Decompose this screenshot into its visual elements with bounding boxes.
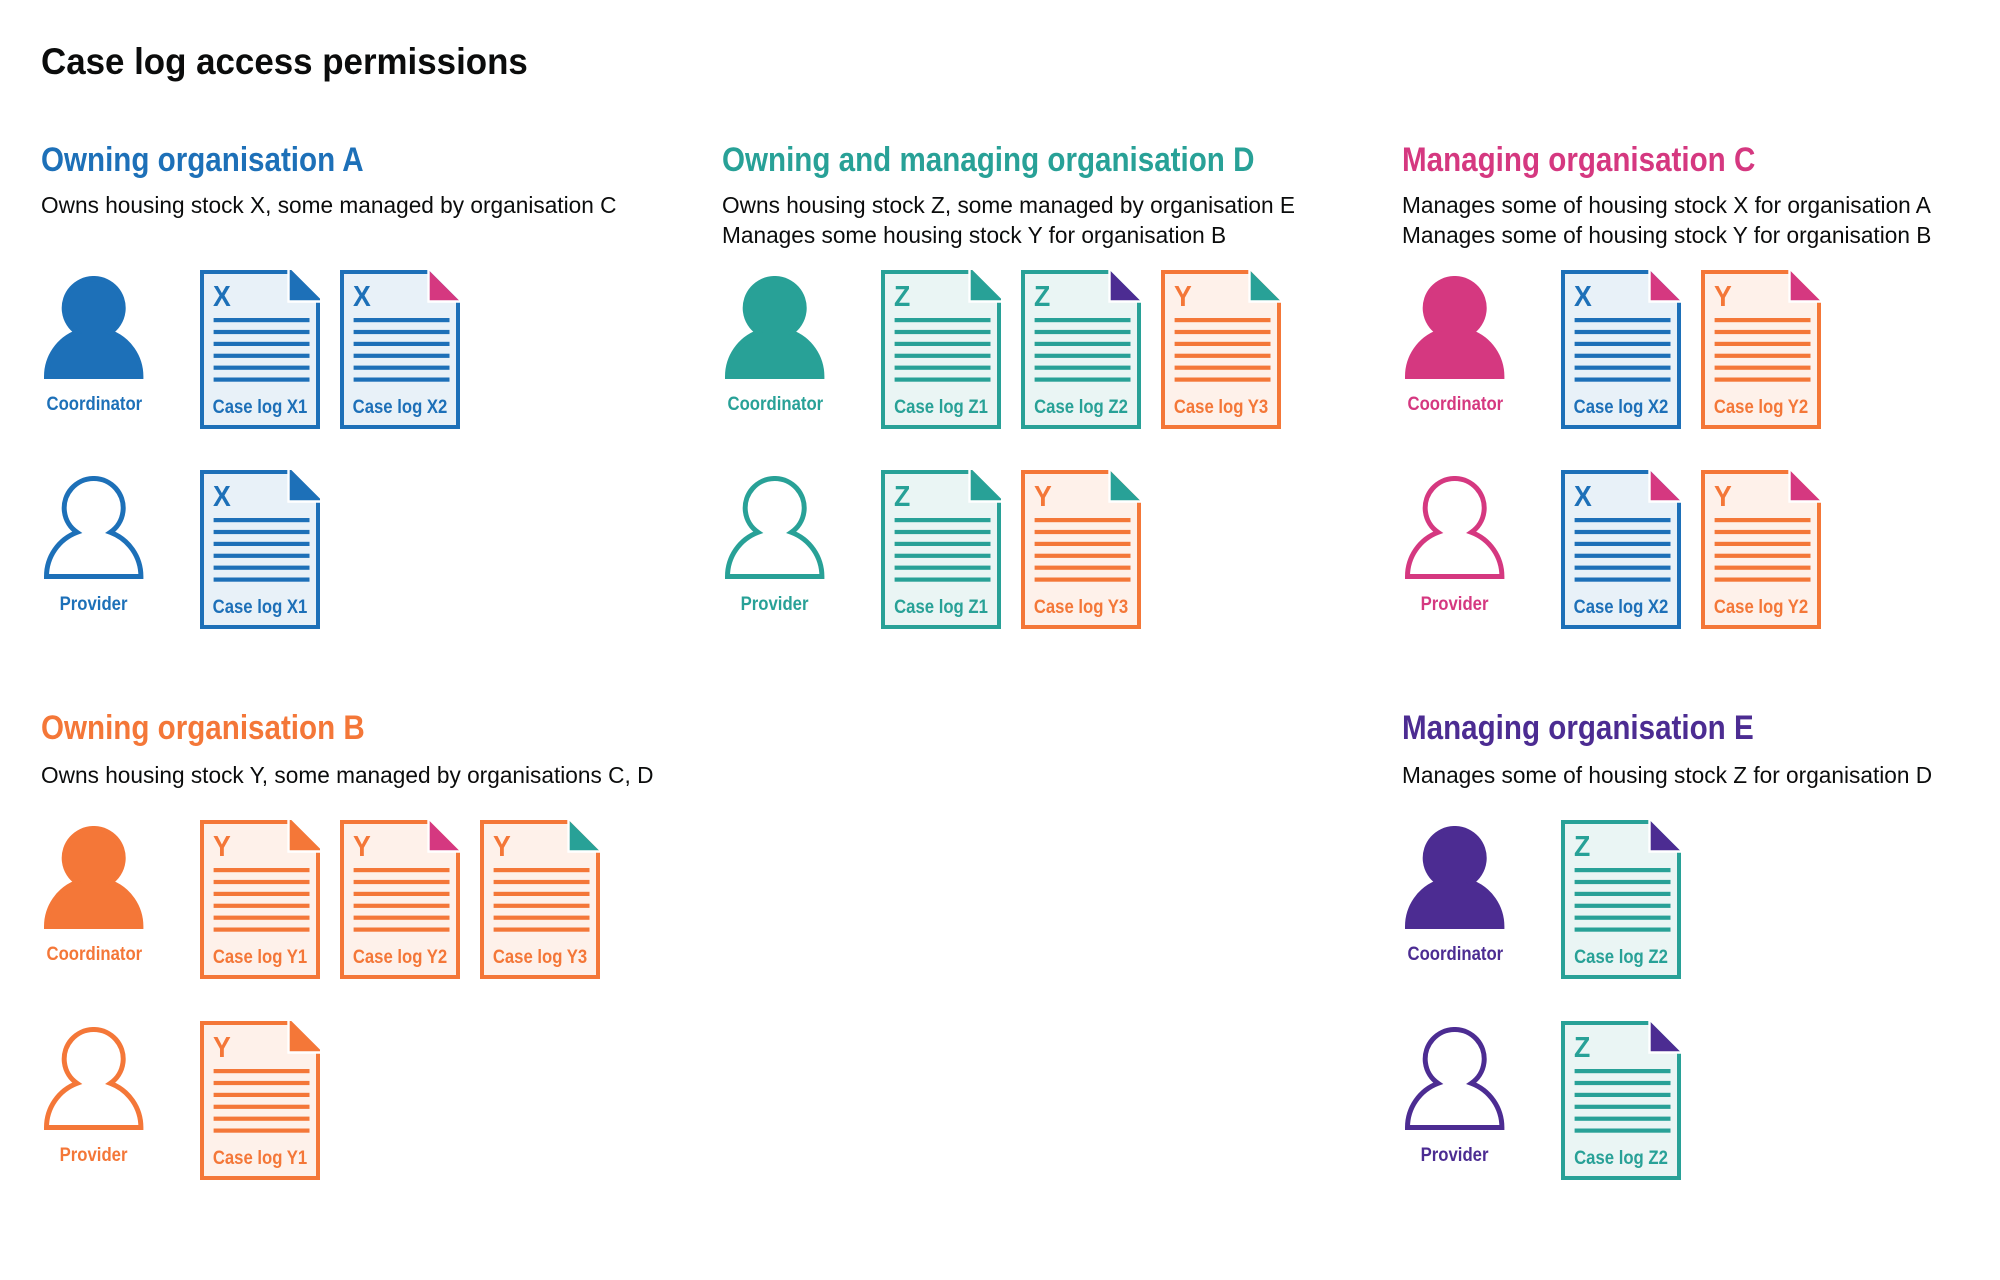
svg-text:X: X <box>213 480 231 512</box>
svg-text:Y: Y <box>1174 280 1192 312</box>
svg-text:Case log Z2: Case log Z2 <box>1034 396 1128 417</box>
svg-text:Case log Z1: Case log Z1 <box>894 396 988 417</box>
svg-text:Case log Y2: Case log Y2 <box>1714 596 1808 617</box>
svg-text:Case log Z2: Case log Z2 <box>1574 946 1668 967</box>
svg-text:Case log Y2: Case log Y2 <box>353 946 447 967</box>
svg-text:Y: Y <box>213 1031 231 1063</box>
svg-text:Case log Y3: Case log Y3 <box>493 946 587 967</box>
svg-text:Y: Y <box>213 830 231 862</box>
svg-text:Case log Y1: Case log Y1 <box>213 1147 307 1168</box>
svg-text:Z: Z <box>894 280 910 312</box>
svg-text:Z: Z <box>1034 280 1050 312</box>
svg-text:Z: Z <box>894 480 910 512</box>
svg-text:Case log X1: Case log X1 <box>213 596 308 617</box>
svg-text:Case log X2: Case log X2 <box>1574 396 1669 417</box>
svg-text:Case log Y3: Case log Y3 <box>1174 396 1268 417</box>
svg-text:Y: Y <box>493 830 511 862</box>
svg-text:Case log X2: Case log X2 <box>1574 596 1669 617</box>
svg-text:Y: Y <box>1714 280 1732 312</box>
svg-text:X: X <box>353 280 371 312</box>
svg-text:Case log Y3: Case log Y3 <box>1034 596 1128 617</box>
svg-text:Y: Y <box>1714 480 1732 512</box>
svg-text:Y: Y <box>1034 480 1052 512</box>
svg-text:Case log Y1: Case log Y1 <box>213 946 307 967</box>
svg-text:X: X <box>1574 280 1592 312</box>
svg-text:X: X <box>213 280 231 312</box>
svg-text:Z: Z <box>1574 1031 1590 1063</box>
svg-text:Case log X1: Case log X1 <box>213 396 308 417</box>
svg-text:Case log X2: Case log X2 <box>353 396 448 417</box>
svg-text:Z: Z <box>1574 830 1590 862</box>
svg-text:Case log Z1: Case log Z1 <box>894 596 988 617</box>
svg-text:Case log Z2: Case log Z2 <box>1574 1147 1668 1168</box>
svg-text:X: X <box>1574 480 1592 512</box>
svg-text:Y: Y <box>353 830 371 862</box>
svg-text:Case log Y2: Case log Y2 <box>1714 396 1808 417</box>
